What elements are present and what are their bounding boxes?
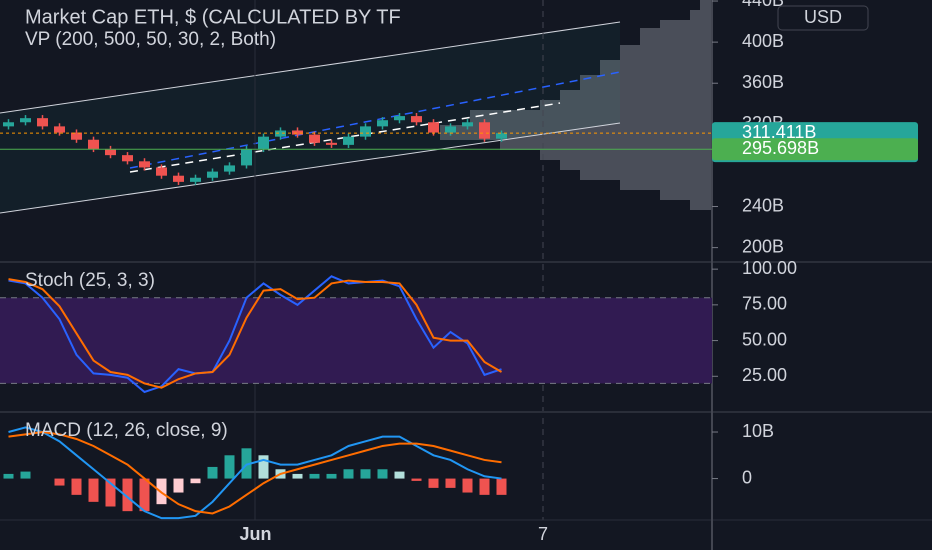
candle-body [479,122,490,139]
candle-body [275,130,286,137]
candle-body [37,118,48,127]
macd-title: MACD (12, 26, close, 9) [25,420,228,441]
macd-histogram-bar [462,478,473,493]
macd-histogram-bar [207,466,218,479]
macd-histogram-bar [309,473,320,479]
candle-body [71,132,82,140]
macd-histogram-bar [428,478,439,488]
macd-histogram-bar [394,471,405,479]
macd-histogram-bar [479,478,490,495]
x-tick-label: 7 [538,524,548,544]
y-tick-label: 360B [742,72,784,92]
macd-histogram-bar [224,455,235,479]
candle-body [224,165,235,172]
candle-body [207,171,218,178]
candle-body [105,148,116,156]
macd-histogram-bar [3,473,14,479]
candle-body [462,122,473,127]
macd-histogram-bar [377,469,388,479]
channel-upper [0,21,621,114]
macd-histogram-bar [241,448,252,479]
macd-histogram-bar [105,478,116,507]
macd-histogram-bar [190,478,201,484]
currency[interactable]: USD [804,7,842,27]
macd-histogram-bar [326,473,337,479]
channel-fill [0,22,620,213]
macd-histogram-bar [122,478,133,512]
y-tick-label: 400B [742,31,784,51]
ref-price-tag [712,138,918,161]
macd-histogram-bar [343,469,354,479]
candle-body [394,116,405,121]
pane-1 [0,275,712,394]
candle-body [190,177,201,182]
currency-button[interactable] [777,5,869,31]
macd-histogram-bar [71,478,82,495]
stoch-title: Stoch (25, 3, 3) [25,270,155,291]
macd-histogram-bar [360,469,371,479]
y-tick-label: 10B [742,421,774,441]
x-tick-label: Jun [239,524,271,544]
indicator-title: VP (200, 500, 50, 30, 2, Both) [25,29,276,50]
candle-body [496,133,507,139]
y-tick-label: 100.00 [742,258,797,278]
candle-body [411,116,422,123]
candle-body [156,167,167,176]
macd-histogram-bar [173,478,184,493]
candle-body [292,130,303,135]
ref-price-label: 295.698B [742,138,819,158]
indicator-line [8,426,502,520]
candle-body [309,134,320,143]
candle-body [122,155,133,162]
volume-profile [440,0,712,210]
macd-histogram-bar [292,473,303,479]
y-tick-label: 440B [742,0,784,10]
macd-histogram-bar [258,455,269,479]
last-price-label: 311.411B [742,122,816,142]
pane-0 [0,113,712,185]
y-tick-label: 200B [742,236,784,256]
pane-2 [3,426,507,520]
candle-body [241,148,252,166]
candle-body [3,122,14,127]
candle-body [428,122,439,133]
macd-histogram-bar [88,478,99,502]
channel-lower [0,122,621,214]
candle-body [139,161,150,168]
stoch-band [0,297,712,384]
candle-body [173,175,184,182]
indicator-line [8,275,502,394]
macd-histogram-bar [411,478,422,481]
macd-histogram-bar [139,478,150,512]
candle-body [377,120,388,127]
y-tick-label: 240B [742,195,784,215]
macd-histogram-bar [20,471,31,479]
macd-histogram-bar [54,478,65,486]
indicator-line [8,278,503,389]
candle-body [343,136,354,145]
drawings [0,0,712,214]
candle-body [326,142,337,145]
y-tick-label: 25.00 [742,365,787,385]
macd-histogram-bar [496,478,507,495]
candle-body [20,118,31,123]
indicator-line [8,431,502,515]
chart-title: Market Cap ETH, $ (CALCULATED BY TF [25,6,401,28]
candle-body [88,139,99,149]
y-tick-label: 0 [742,467,752,487]
candle-body [445,126,456,133]
candle-body [258,136,269,149]
candle-body [360,126,371,137]
macd-histogram-bar [445,478,456,488]
y-tick-label: 50.00 [742,329,787,349]
candle-body [54,126,65,133]
y-tick-label: 75.00 [742,294,787,314]
